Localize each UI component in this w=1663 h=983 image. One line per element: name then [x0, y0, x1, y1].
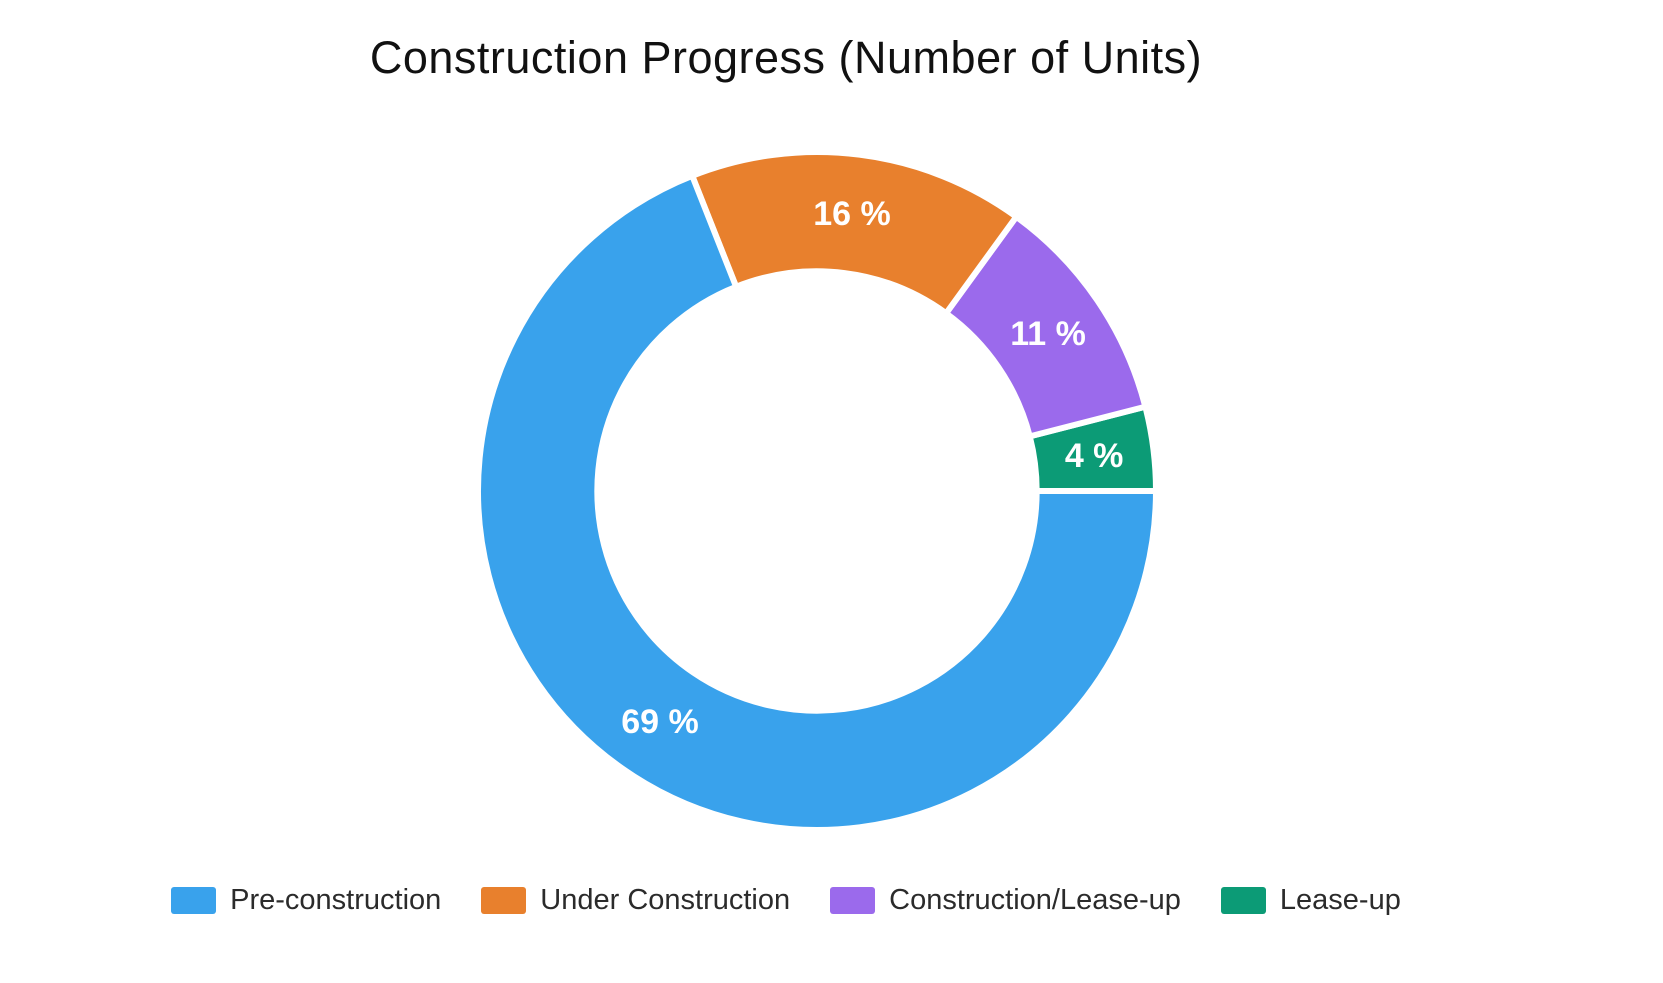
legend-label: Lease-up [1279, 884, 1401, 916]
donut-slice-under-construction[interactable] [688, 149, 1021, 318]
chart-legend: Pre-construction Under Construction Constr… [0, 884, 1572, 917]
legend-swatch-lease-up [1220, 887, 1266, 914]
legend-label: Pre-construction [230, 884, 442, 916]
legend-label: Construction/Lease-up [889, 884, 1181, 916]
legend-item-construction-lease-up[interactable]: Construction/Lease-up [830, 884, 1181, 917]
donut-slice-pre-construction[interactable] [475, 171, 1160, 833]
legend-item-under-construction[interactable]: Under Construction [481, 884, 790, 917]
legend-swatch-construction-lease-up [830, 887, 876, 914]
legend-item-pre-construction[interactable]: Pre-construction [171, 884, 441, 917]
legend-item-lease-up[interactable]: Lease-up [1220, 884, 1401, 917]
donut-chart: 4 %11 %16 %69 % [475, 149, 1160, 833]
legend-label: Under Construction [540, 884, 791, 916]
chart-title: Construction Progress (Number of Units) [369, 32, 1203, 83]
legend-swatch-under-construction [481, 887, 527, 914]
legend-swatch-pre-construction [171, 887, 217, 914]
